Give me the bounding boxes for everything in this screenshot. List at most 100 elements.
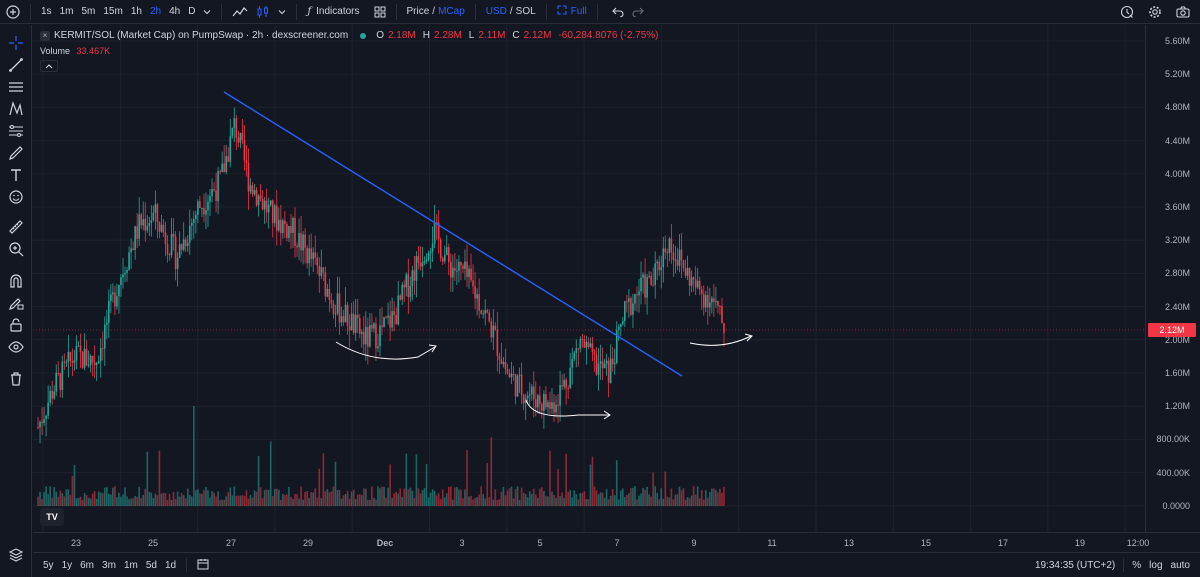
candle-body [371, 325, 373, 329]
line-chart-type-icon[interactable] [228, 0, 252, 24]
tradingview-logo[interactable]: TV [40, 508, 64, 526]
measure-lines-icon[interactable] [6, 121, 26, 141]
ruler-icon[interactable] [6, 217, 26, 237]
trash-icon[interactable] [6, 369, 26, 389]
magnet-icon[interactable] [6, 271, 26, 291]
range-1m[interactable]: 1m [123, 559, 138, 571]
interval-d[interactable]: D [188, 6, 196, 17]
range-5y[interactable]: 5y [43, 559, 54, 571]
volume-bar [439, 499, 442, 506]
rounded-bottom-arrow-1[interactable] [335, 341, 436, 360]
volume-bar [506, 490, 509, 506]
volume-bar [462, 498, 464, 506]
candle-body [176, 257, 179, 270]
volume-bar [512, 498, 515, 506]
interval-4h[interactable]: 4h [169, 6, 181, 17]
interval-1h[interactable]: 1h [130, 6, 142, 17]
interval-1s[interactable]: 1s [41, 6, 52, 17]
candles-chart-type-icon[interactable] [252, 0, 274, 24]
calendar-icon[interactable] [193, 558, 213, 573]
lock-draw-icon[interactable] [6, 293, 26, 313]
price-tick: 400.00K [1156, 468, 1190, 478]
lock-icon[interactable] [6, 315, 26, 335]
candle-body [658, 261, 661, 271]
volume-bar [617, 499, 620, 506]
log-toggle[interactable]: log [1149, 559, 1163, 571]
range-1d[interactable]: 1d [164, 559, 177, 571]
brush-icon[interactable] [6, 143, 26, 163]
candle-body [269, 200, 272, 205]
candle-body [591, 343, 594, 353]
eye-icon[interactable] [6, 337, 26, 357]
price-option[interactable]: Price [406, 6, 430, 17]
candle-body [654, 263, 656, 285]
volume-bar [267, 489, 270, 506]
sol-option[interactable]: SOL [515, 6, 536, 17]
full-button[interactable]: Full [553, 0, 591, 24]
rounded-bottom-arrow-2[interactable] [525, 399, 609, 417]
alert-clock-icon[interactable] [1116, 0, 1138, 24]
close-icon[interactable]: × [40, 30, 50, 41]
mcap-option[interactable]: MCap [438, 6, 465, 17]
clock-time[interactable]: 19:34:35 (UTC+2) [1034, 559, 1116, 571]
undo-icon[interactable] [608, 0, 628, 24]
candle-body [362, 331, 365, 345]
emoji-icon[interactable] [6, 187, 26, 207]
currency-toggle[interactable]: USD / SOL [482, 0, 540, 24]
chevron-down-icon[interactable] [274, 0, 290, 24]
candle-body [219, 171, 221, 173]
volume-bar [207, 490, 209, 506]
range-3m[interactable]: 3m [102, 559, 116, 571]
candle-body [628, 298, 630, 302]
candle-body [642, 274, 644, 278]
interval-1m[interactable]: 1m [59, 6, 74, 17]
volume-bar [482, 494, 484, 506]
candle-body [118, 284, 120, 297]
candle-body [340, 316, 343, 323]
camera-icon[interactable] [1172, 0, 1194, 24]
settings-gear-icon[interactable] [1144, 0, 1166, 24]
candle-body [221, 163, 223, 173]
price-axis[interactable]: 5.60M 5.20M 4.80M 4.40M 4.00M 3.60M 3.20… [1145, 25, 1200, 532]
price-chart[interactable] [33, 25, 1145, 532]
currency-separator: / [509, 6, 513, 17]
layouts-icon[interactable] [370, 0, 390, 24]
range-6m[interactable]: 6m [80, 559, 95, 571]
volume-bar [674, 494, 677, 506]
crosshair-icon[interactable] [6, 33, 26, 53]
redo-icon[interactable] [628, 0, 648, 24]
price-mcap-toggle[interactable]: Price / MCap [403, 0, 469, 24]
time-axis[interactable]: 23 25 27 29 Dec 3 5 7 9 11 13 15 17 19 1… [33, 532, 1200, 552]
interval-5m[interactable]: 5m [81, 6, 96, 17]
candle-body [170, 233, 173, 256]
candle-body [110, 294, 112, 302]
volume-bar [148, 492, 151, 506]
pattern-tool-icon[interactable] [6, 99, 26, 119]
candle-body [284, 220, 286, 224]
collapse-legend-button[interactable] [40, 60, 58, 72]
symbol-title[interactable]: KERMIT/SOL (Market Cap) on PumpSwap · 2h… [54, 30, 349, 41]
usd-option[interactable]: USD [485, 6, 507, 17]
horizontal-lines-icon[interactable] [6, 77, 26, 97]
volume-bar [193, 406, 195, 506]
candle-body [541, 404, 543, 411]
percent-toggle[interactable]: % [1132, 559, 1142, 571]
zoom-in-icon[interactable] [6, 239, 26, 259]
chevron-down-icon[interactable] [199, 0, 215, 24]
trendline[interactable] [223, 91, 683, 377]
candle-body [193, 219, 195, 223]
object-tree-icon[interactable] [6, 545, 26, 565]
range-1y[interactable]: 1y [61, 559, 73, 571]
volume-bar [694, 494, 697, 506]
range-5d[interactable]: 5d [145, 559, 157, 571]
auto-toggle[interactable]: auto [1170, 559, 1190, 571]
interval-2h[interactable]: 2h [149, 6, 162, 17]
candle-body [709, 302, 711, 308]
add-symbol-icon[interactable] [0, 0, 24, 24]
interval-15m[interactable]: 15m [103, 6, 123, 17]
rounded-bottom-arrow-3[interactable] [689, 335, 752, 346]
text-tool-icon[interactable] [6, 165, 26, 185]
trendline-tool-icon[interactable] [6, 55, 26, 75]
indicators-button[interactable]: ƒ Indicators [303, 0, 363, 24]
candle-body [356, 314, 359, 319]
